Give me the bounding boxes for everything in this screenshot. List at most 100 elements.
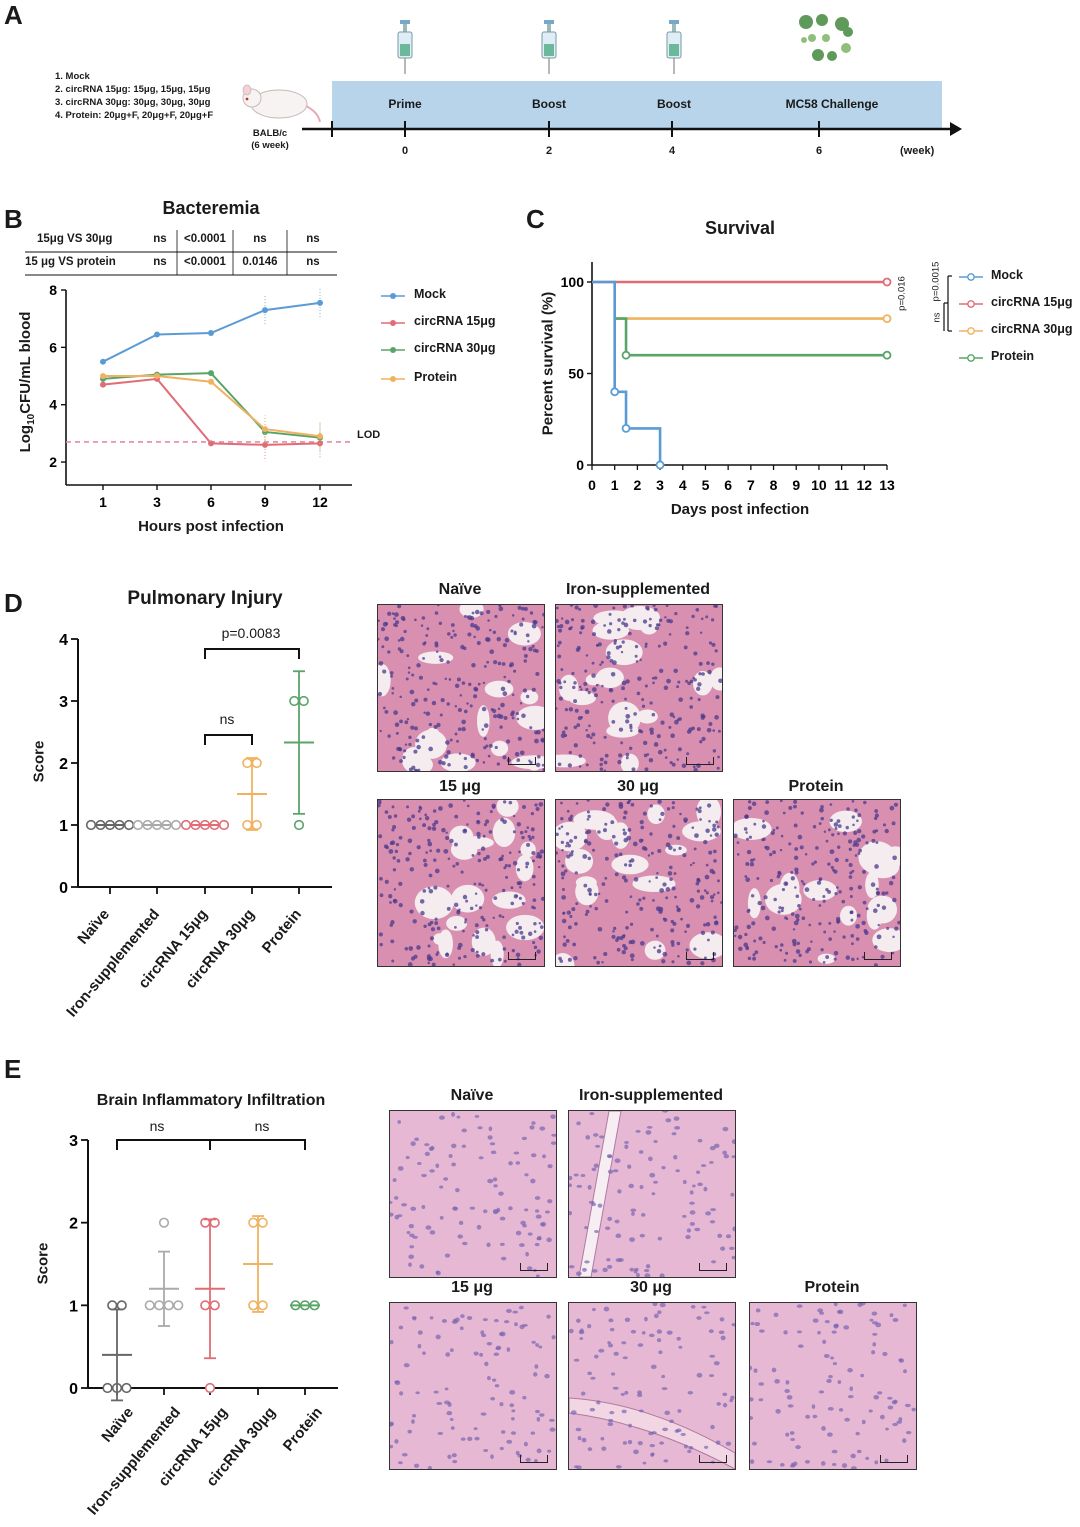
nucleus — [663, 917, 668, 922]
nucleus — [811, 1404, 816, 1409]
nucleus — [649, 832, 653, 836]
nucleus — [700, 961, 705, 966]
nucleus — [517, 962, 522, 966]
nucleus — [501, 662, 506, 666]
nucleus — [789, 1431, 795, 1435]
nucleus — [492, 1177, 498, 1182]
nucleus — [409, 1245, 415, 1249]
nucleus — [784, 1388, 790, 1394]
nucleus — [613, 926, 617, 931]
nucleus — [541, 625, 544, 629]
nucleus — [757, 900, 762, 906]
nucleus — [459, 1326, 464, 1331]
nucleus — [390, 920, 395, 925]
nucleus — [475, 758, 480, 763]
nucleus — [611, 834, 616, 839]
nucleus — [530, 1153, 537, 1158]
nucleus — [606, 655, 611, 660]
nucleus — [560, 801, 563, 805]
nucleus — [710, 1424, 715, 1430]
nucleus — [708, 641, 713, 645]
significance-bracket — [204, 648, 300, 659]
nucleus — [475, 935, 480, 939]
nucleus — [601, 684, 604, 688]
nucleus — [473, 1427, 478, 1431]
nucleus — [423, 711, 426, 714]
nucleus — [501, 915, 505, 919]
score-point — [293, 819, 305, 831]
nucleus — [391, 959, 395, 963]
x-tick-label: 3 — [153, 494, 161, 510]
nucleus — [513, 894, 518, 899]
nucleus — [664, 1410, 671, 1416]
nucleus — [675, 905, 679, 909]
nucleus — [663, 748, 667, 752]
nucleus — [561, 895, 566, 900]
nucleus — [513, 631, 517, 636]
nucleus — [390, 674, 393, 678]
nucleus — [708, 1329, 714, 1334]
nucleus — [589, 1407, 596, 1412]
nucleus — [392, 1178, 397, 1182]
nucleus — [544, 1373, 550, 1379]
nucleus — [457, 708, 462, 713]
nucleus — [482, 1318, 488, 1322]
nucleus — [551, 1335, 556, 1340]
nucleus — [672, 848, 676, 852]
data-point — [262, 307, 268, 314]
nucleus — [671, 943, 675, 947]
nucleus — [780, 834, 784, 838]
nucleus — [772, 828, 776, 832]
nucleus — [591, 687, 597, 692]
nucleus — [817, 1308, 824, 1313]
nucleus — [629, 895, 633, 899]
nucleus — [599, 767, 604, 771]
nucleus — [793, 804, 797, 809]
nucleus — [488, 743, 493, 748]
legend-swatch — [959, 273, 983, 281]
nucleus — [622, 943, 626, 948]
nucleus — [820, 816, 825, 821]
nucleus — [438, 1115, 445, 1120]
nucleus — [645, 605, 650, 610]
group-list: 1. Mock 2. circRNA 15μg: 15μg, 15μg, 15μ… — [55, 70, 213, 122]
nucleus — [509, 664, 513, 668]
nucleus — [752, 953, 756, 957]
nucleus — [764, 845, 768, 849]
nucleus — [493, 1352, 500, 1356]
nucleus — [697, 1138, 703, 1143]
nucleus — [836, 819, 841, 823]
nucleus — [642, 619, 648, 624]
nucleus — [610, 671, 616, 677]
nucleus — [399, 636, 405, 642]
nucleus — [461, 719, 466, 725]
nucleus — [407, 671, 411, 674]
score-point — [123, 819, 135, 831]
nucleus — [621, 1341, 627, 1345]
nucleus — [559, 685, 563, 690]
nucleus — [709, 868, 715, 874]
nucleus — [762, 940, 766, 944]
legend-swatch — [381, 293, 405, 299]
nucleus — [750, 1397, 754, 1402]
nucleus — [663, 1459, 669, 1463]
nucleus — [480, 846, 486, 851]
nucleus — [456, 739, 459, 743]
nucleus — [793, 823, 798, 828]
alveolar-space — [696, 800, 722, 828]
nucleus — [911, 1407, 916, 1412]
nucleus — [576, 1184, 583, 1188]
tissue-texture — [378, 800, 544, 966]
nucleus — [593, 693, 598, 698]
nucleus — [428, 722, 433, 727]
nucleus — [518, 896, 522, 900]
nucleus — [458, 752, 462, 755]
nucleus — [625, 679, 630, 684]
nucleus — [750, 1416, 754, 1420]
nucleus — [438, 806, 443, 811]
nucleus — [631, 767, 636, 771]
nucleus — [696, 727, 701, 732]
nucleus — [497, 957, 502, 962]
nucleus — [656, 734, 661, 739]
y-tick-label: 0 — [59, 880, 68, 897]
